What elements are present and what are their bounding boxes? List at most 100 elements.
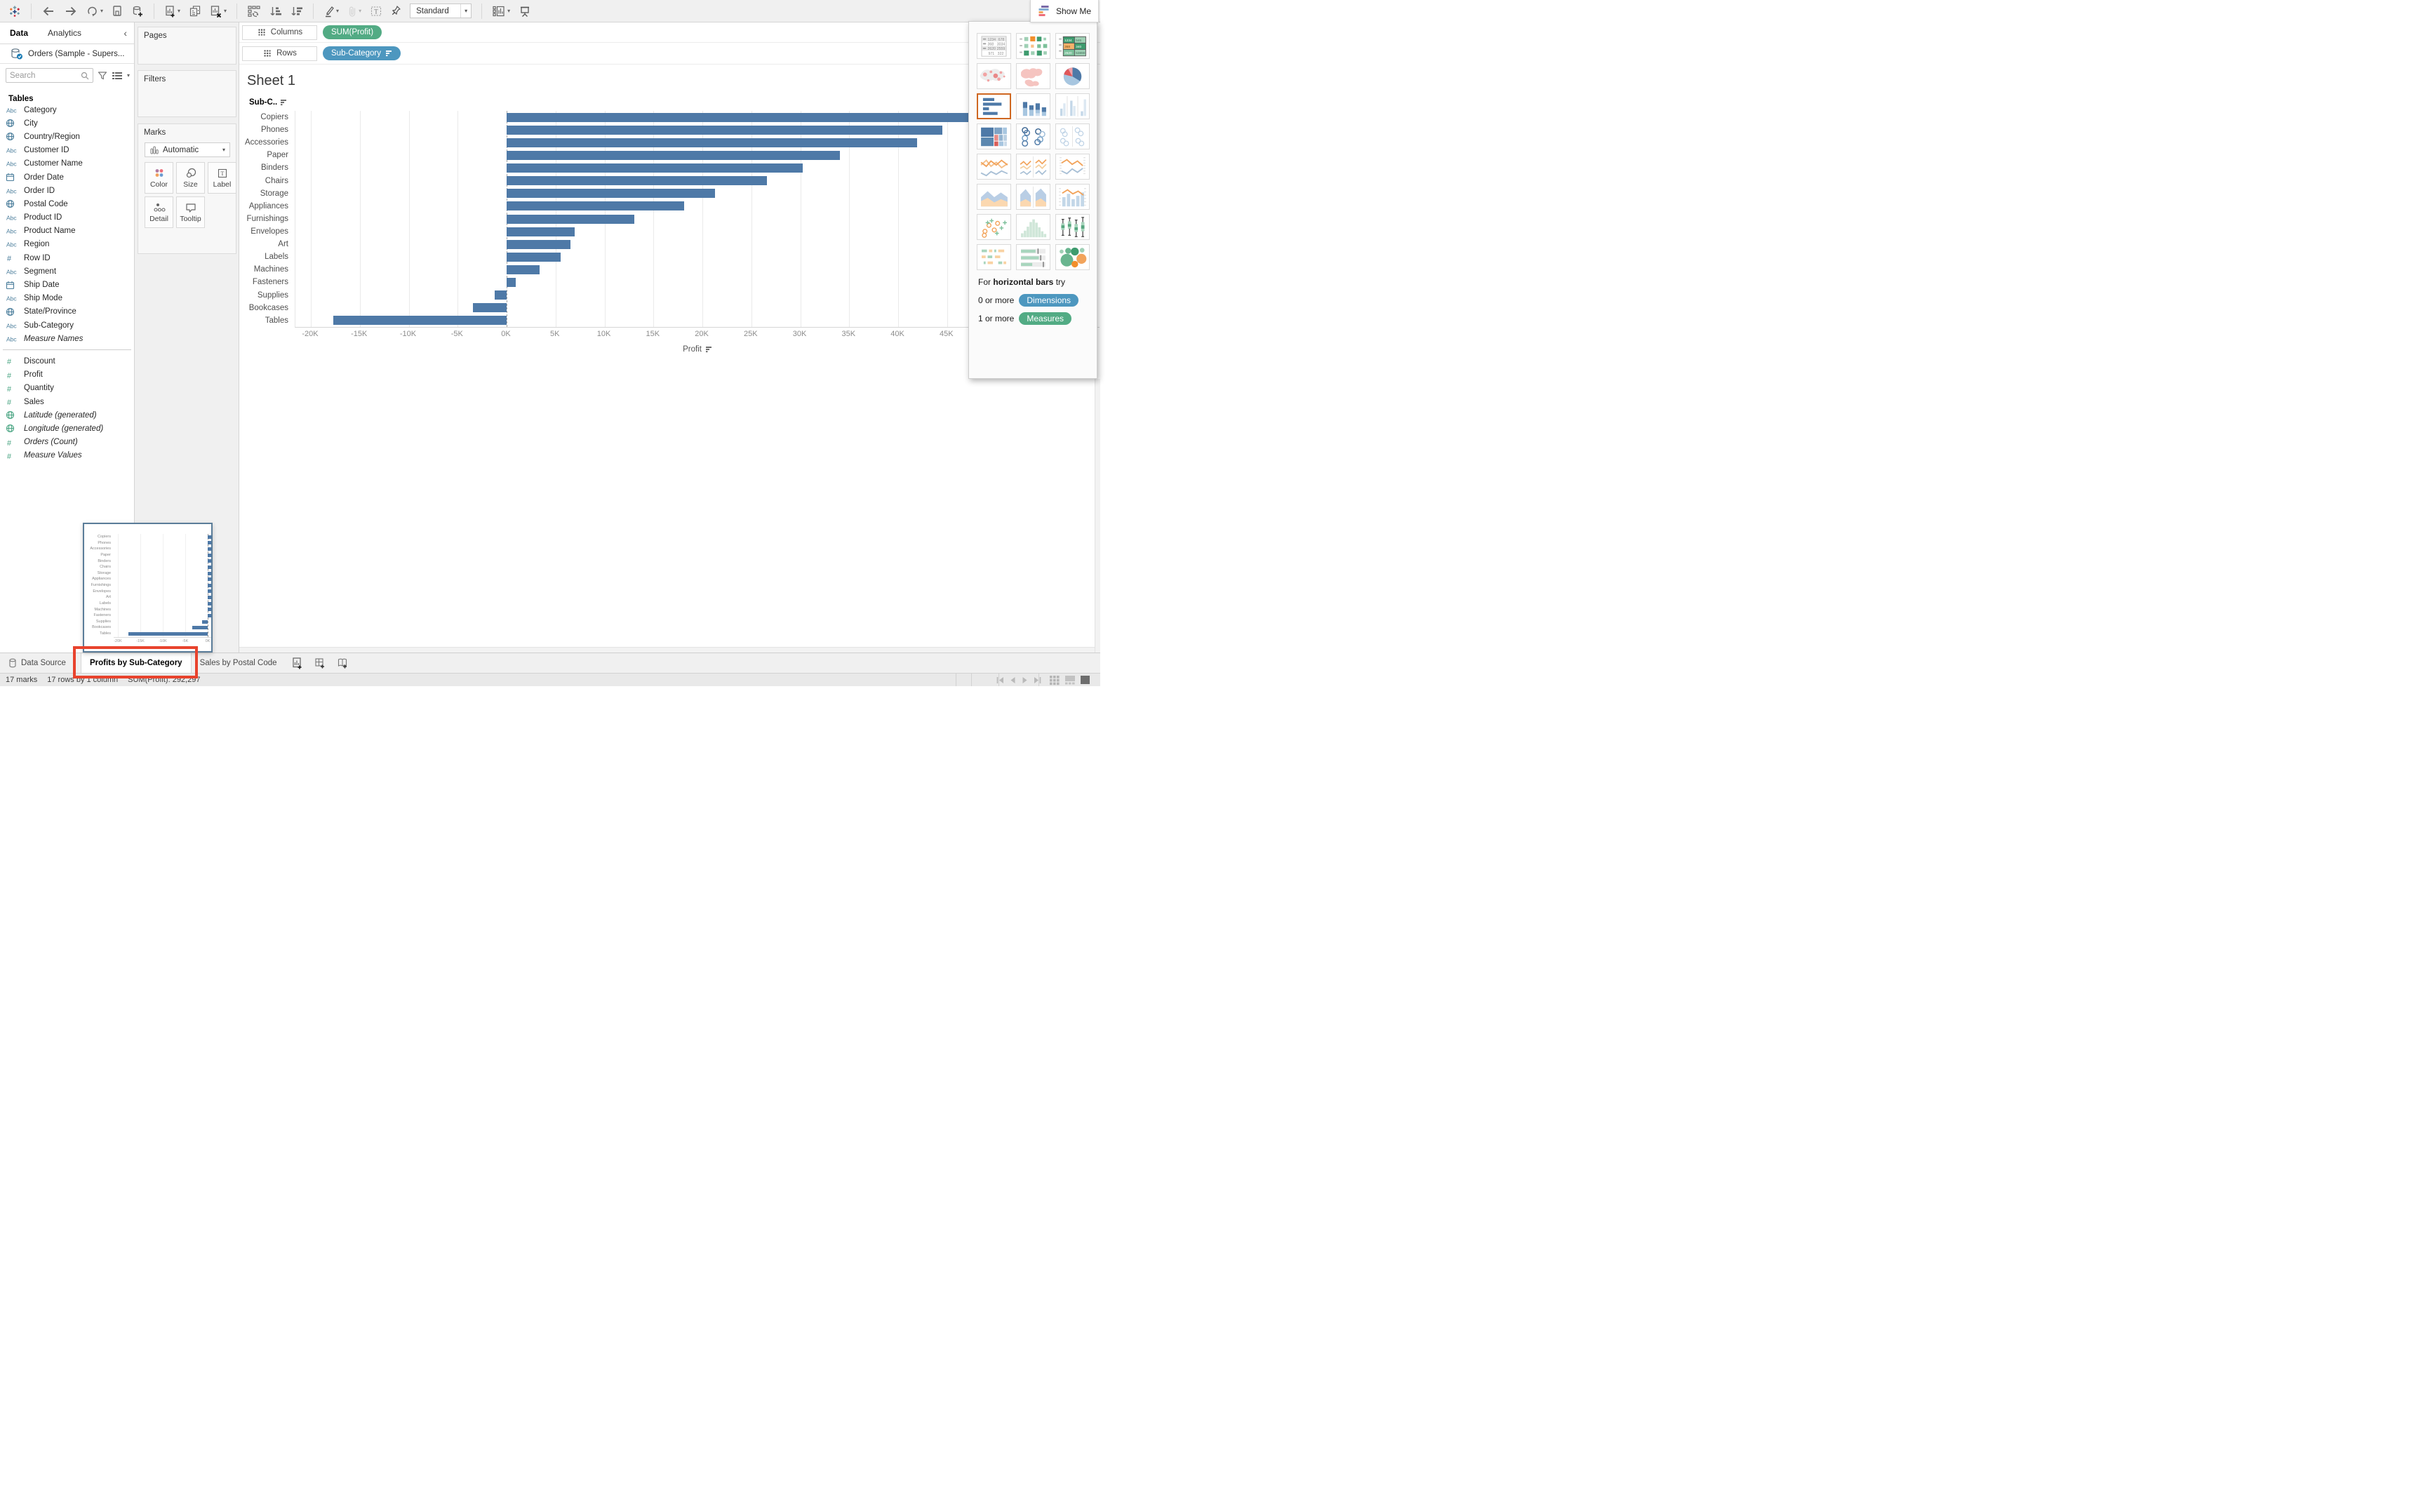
grid-view-icon[interactable] [1049, 675, 1060, 685]
tableau-logo-button[interactable] [8, 5, 21, 18]
tab-profits-by-sub-category[interactable]: Profits by Sub-Category [80, 653, 192, 673]
show-me-dual-combination[interactable] [1055, 184, 1090, 210]
show-me-horizontal-bars[interactable] [977, 93, 1011, 119]
new-worksheet-button[interactable] [286, 653, 309, 673]
bar-furnishings[interactable] [507, 214, 635, 224]
field-postal-code[interactable]: Postal Code [0, 197, 134, 210]
bar-accessories[interactable] [507, 138, 918, 147]
show-me-treemap[interactable] [977, 123, 1011, 149]
pages-shelf[interactable]: Pages [138, 27, 236, 65]
show-me-heat-map[interactable] [1016, 33, 1050, 59]
category-label-paper[interactable]: Paper [267, 151, 288, 160]
tab-data-source[interactable]: Data Source [0, 653, 75, 673]
bar-binders[interactable] [507, 163, 803, 173]
presentation-mode-button[interactable] [519, 5, 531, 18]
filters-shelf[interactable]: Filters [138, 70, 236, 117]
category-label-supplies[interactable]: Supplies [257, 290, 288, 300]
bar-bookcases[interactable] [472, 303, 507, 313]
rows-shelf[interactable]: Rows Sub-Category [239, 43, 1100, 65]
bar-labels[interactable] [507, 252, 561, 262]
show-me-highlight-table[interactable]: 1234 546 368 340 2620 53890 [1055, 33, 1090, 59]
collapse-pane-icon[interactable]: ‹ [123, 27, 127, 39]
field-country-region[interactable]: Country/Region [0, 130, 134, 143]
category-label-furnishings[interactable]: Furnishings [246, 214, 288, 223]
view-options-caret-icon[interactable]: ▾ [126, 72, 130, 79]
fit-selector[interactable]: Standard ▾ [410, 4, 472, 18]
show-me-text-table[interactable]: 1234 678 368 3034 2620 2559 971 322 [977, 33, 1011, 59]
bar-chairs[interactable] [507, 176, 767, 186]
clear-sheet-button[interactable]: ▾ [210, 5, 227, 18]
save-button[interactable] [112, 5, 123, 17]
category-label-phones[interactable]: Phones [260, 126, 288, 135]
sort-ascending-button[interactable] [269, 5, 282, 18]
vertical-scrollbar[interactable] [1095, 379, 1100, 653]
highlight-pen-button[interactable]: ▾ [323, 5, 339, 18]
category-label-labels[interactable]: Labels [265, 253, 288, 262]
field-segment[interactable]: Abc Segment [6, 267, 57, 276]
color-button[interactable]: Color [145, 162, 173, 194]
new-story-button[interactable] [331, 653, 354, 673]
show-me-symbol-map[interactable] [977, 63, 1011, 89]
field-profit[interactable]: # Profit [7, 370, 43, 380]
sort-descending-button[interactable] [290, 5, 303, 18]
category-label-binders[interactable]: Binders [261, 163, 288, 173]
bar-fasteners[interactable] [507, 278, 516, 288]
active-view-icon[interactable] [1080, 675, 1090, 685]
field-quantity[interactable]: # Quantity [7, 384, 54, 393]
nav-last-icon[interactable] [1033, 676, 1042, 684]
new-dashboard-button[interactable] [309, 653, 331, 673]
field-ship-date[interactable]: Ship Date [0, 278, 134, 291]
duplicate-sheet-button[interactable] [189, 5, 201, 18]
category-label-fasteners[interactable]: Fasteners [252, 278, 288, 287]
show-me-bullet-graph[interactable] [1016, 244, 1050, 270]
bar-envelopes[interactable] [507, 227, 575, 236]
horizontal-scrollbar[interactable] [239, 647, 1095, 653]
new-worksheet-button[interactable]: ▾ [164, 5, 180, 18]
show-me-scatter-plot[interactable] [977, 214, 1011, 240]
show-me-area-continuous[interactable] [977, 184, 1011, 210]
show-me-lines-continuous[interactable] [977, 154, 1011, 180]
back-arrow-button[interactable] [41, 6, 55, 17]
search-input[interactable]: Search [6, 68, 93, 83]
category-label-chairs[interactable]: Chairs [265, 176, 288, 185]
swap-axes-button[interactable] [247, 5, 261, 18]
show-me-box-and-whisker[interactable] [1055, 214, 1090, 240]
bar-supplies[interactable] [495, 290, 507, 300]
category-label-storage[interactable]: Storage [260, 189, 288, 198]
show-me-stacked-bars[interactable] [1016, 93, 1050, 119]
category-label-machines[interactable]: Machines [253, 265, 288, 274]
filter-fields-icon[interactable] [98, 71, 107, 81]
field-sales[interactable]: # Sales [7, 397, 44, 407]
field-discount[interactable]: # Discount [7, 356, 55, 366]
pill-sub-category[interactable]: Sub-Category [323, 46, 401, 60]
label-button[interactable]: T Label [208, 162, 236, 194]
bar-paper[interactable] [507, 150, 841, 160]
field-city[interactable]: City [0, 116, 134, 130]
field-state-province[interactable]: State/Province [0, 305, 134, 319]
detail-button[interactable]: Detail [145, 196, 173, 228]
nav-prev-icon[interactable] [1009, 676, 1017, 684]
nav-next-icon[interactable] [1021, 676, 1029, 684]
field-measure-values[interactable]: # Measure Values [7, 451, 82, 460]
group-paperclip-button[interactable]: ▾ [347, 5, 361, 18]
show-me-packed-bubbles[interactable] [1055, 244, 1090, 270]
show-me-histogram[interactable] [1016, 214, 1050, 240]
field-sub-category[interactable]: Abc Sub-Category [6, 321, 74, 330]
tooltip-button[interactable]: Tooltip [176, 196, 205, 228]
bar-appliances[interactable] [507, 201, 685, 211]
show-me-side-by-side-circles[interactable] [1055, 123, 1090, 149]
nav-first-icon[interactable] [996, 676, 1005, 684]
fix-axes-pin-button[interactable] [391, 5, 401, 18]
field-category[interactable]: Abc Category [6, 105, 57, 114]
bar-art[interactable] [507, 239, 571, 249]
category-label-bookcases[interactable]: Bookcases [248, 303, 288, 312]
bar-machines[interactable] [507, 265, 540, 274]
mark-type-dropdown[interactable]: Automatic ▾ [145, 142, 230, 157]
show-me-pie-chart[interactable] [1055, 63, 1090, 89]
tab-analytics[interactable]: Analytics [48, 28, 82, 38]
field-product-name[interactable]: Abc Product Name [6, 227, 76, 236]
field-product-id[interactable]: Abc Product ID [6, 213, 62, 222]
field-latitude-generated[interactable]: Latitude (generated) [0, 408, 134, 422]
tab-sales-by-postal-code[interactable]: Sales by Postal Code [199, 659, 277, 667]
show-me-lines-discrete[interactable] [1016, 154, 1050, 180]
